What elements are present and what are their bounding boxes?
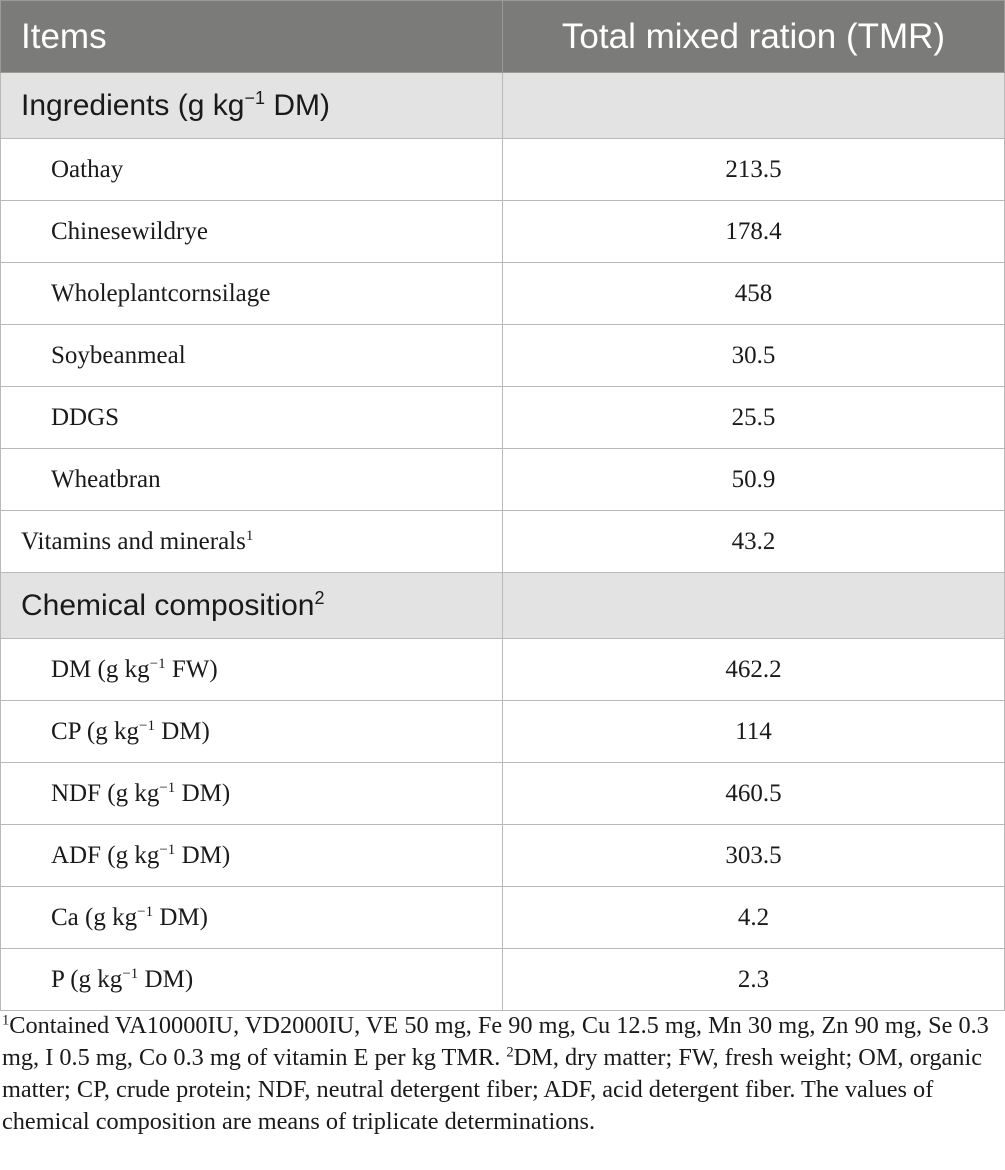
row-value: 25.5 (502, 386, 1005, 449)
row-label: NDF (g kg−1 DM) (0, 762, 503, 825)
table-row: Chinesewildrye 178.4 (0, 200, 1005, 263)
table-row: Wheatbran 50.9 (0, 448, 1005, 511)
composition-table: Items Total mixed ration (TMR) Ingredien… (0, 0, 1005, 1011)
row-label: DM (g kg−1 FW) (0, 638, 503, 701)
row-label: P (g kg−1 DM) (0, 948, 503, 1011)
section-empty-cell (502, 572, 1005, 639)
table-row: Vitamins and minerals1 43.2 (0, 510, 1005, 573)
table-row: P (g kg−1 DM) 2.3 (0, 948, 1005, 1011)
footnote-marker-1: 1 (2, 1012, 10, 1029)
row-value: 460.5 (502, 762, 1005, 825)
header-items: Items (0, 0, 503, 73)
table-row: Ca (g kg−1 DM) 4.2 (0, 886, 1005, 949)
table-row: DM (g kg−1 FW) 462.2 (0, 638, 1005, 701)
table-row: Soybeanmeal 30.5 (0, 324, 1005, 387)
table-row: Wholeplantcornsilage 458 (0, 262, 1005, 325)
section-empty-cell (502, 72, 1005, 139)
row-label: Wholeplantcornsilage (0, 262, 503, 325)
row-value: 458 (502, 262, 1005, 325)
row-value: 43.2 (502, 510, 1005, 573)
table-row: NDF (g kg−1 DM) 460.5 (0, 762, 1005, 825)
header-tmr: Total mixed ration (TMR) (502, 0, 1005, 73)
section-row-chemical: Chemical composition2 (0, 572, 1005, 639)
row-value: 178.4 (502, 200, 1005, 263)
row-value: 462.2 (502, 638, 1005, 701)
row-label: Vitamins and minerals1 (0, 510, 503, 573)
table-row: Oathay 213.5 (0, 138, 1005, 201)
row-label: Oathay (0, 138, 503, 201)
table-body: Ingredients (g kg−1 DM) Oathay 213.5 Chi… (0, 72, 1005, 1011)
row-label: DDGS (0, 386, 503, 449)
row-label: CP (g kg−1 DM) (0, 700, 503, 763)
section-title-chemical: Chemical composition2 (0, 572, 503, 639)
row-value: 213.5 (502, 138, 1005, 201)
row-value: 303.5 (502, 824, 1005, 887)
table-footnote: 1Contained VA10000IU, VD2000IU, VE 50 mg… (2, 1010, 1002, 1138)
row-value: 114 (502, 700, 1005, 763)
table-row: ADF (g kg−1 DM) 303.5 (0, 824, 1005, 887)
row-label: Ca (g kg−1 DM) (0, 886, 503, 949)
row-value: 2.3 (502, 948, 1005, 1011)
row-value: 30.5 (502, 324, 1005, 387)
row-value: 4.2 (502, 886, 1005, 949)
header-row: Items Total mixed ration (TMR) (0, 0, 1005, 73)
row-label: Chinesewildrye (0, 200, 503, 263)
footnote-marker-2: 2 (506, 1044, 514, 1061)
footnote-text-2: DM, dry matter; FW, fresh weight; OM, or… (2, 1044, 982, 1135)
table-header: Items Total mixed ration (TMR) (0, 0, 1005, 73)
footnote-text-1: Contained VA10000IU, VD2000IU, VE 50 mg,… (2, 1012, 989, 1071)
section-row-ingredients: Ingredients (g kg−1 DM) (0, 72, 1005, 139)
table-row: DDGS 25.5 (0, 386, 1005, 449)
table-row: CP (g kg−1 DM) 114 (0, 700, 1005, 763)
row-value: 50.9 (502, 448, 1005, 511)
row-label: Soybeanmeal (0, 324, 503, 387)
section-title-ingredients: Ingredients (g kg−1 DM) (0, 72, 503, 139)
row-label: ADF (g kg−1 DM) (0, 824, 503, 887)
row-label: Wheatbran (0, 448, 503, 511)
